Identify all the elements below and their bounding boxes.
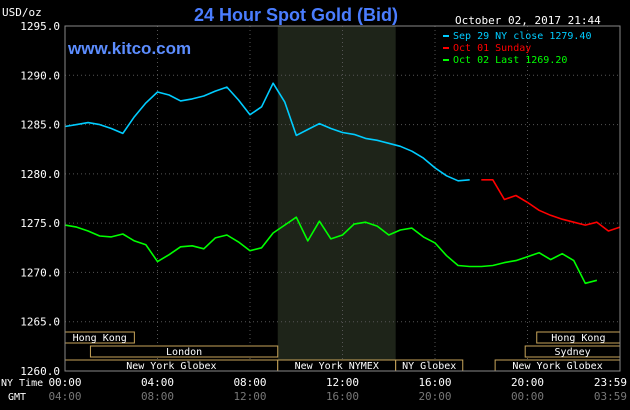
- session-label: Hong Kong: [73, 333, 127, 344]
- x-tick-label-gmt: 04:00: [48, 390, 81, 403]
- x-tick-label-gmt: 20:00: [418, 390, 451, 403]
- session-label: London: [166, 347, 202, 358]
- x-tick-label-gmt: 12:00: [233, 390, 266, 403]
- trading-sessions: Hong Kong London New York Globex New York N…: [64, 331, 621, 372]
- x-tick-label-gmt: 16:00: [326, 390, 359, 403]
- grid: [65, 26, 620, 371]
- session-box: [89, 345, 279, 358]
- y-tick-label: 1295.0: [20, 20, 60, 33]
- session-label: NY Globex: [402, 361, 456, 372]
- nymex-session-shade: [277, 26, 396, 371]
- x-tick-label-gmt: 03:59: [594, 390, 627, 403]
- x-tick-label-ny: 12:00: [326, 376, 359, 389]
- x-tick-label-ny: 04:00: [141, 376, 174, 389]
- site-watermark[interactable]: www.kitco.com: [67, 39, 191, 58]
- x-tick-label-ny: 23:59: [594, 376, 627, 389]
- x-tick-label-ny: 08:00: [233, 376, 266, 389]
- chart-title: 24 Hour Spot Gold (Bid): [194, 5, 398, 25]
- legend-swatch: [443, 35, 449, 37]
- x-tick-label-ny: 16:00: [418, 376, 451, 389]
- plot-frame: [64, 25, 621, 372]
- y-tick-label: 1290.0: [20, 69, 60, 82]
- y-tick-label: 1265.0: [20, 316, 60, 329]
- y-axis: 1295.0 1290.0 1285.0 1280.0 1275.0 1270.0 1265…: [20, 20, 60, 378]
- ny-time-label: NY Time: [1, 378, 43, 389]
- y-tick-label: 1270.0: [20, 266, 60, 279]
- legend-label: Oct 02 Last 1269.20: [453, 55, 567, 66]
- x-tick-label-gmt: 08:00: [141, 390, 174, 403]
- session-label: New York NYMEX: [295, 361, 379, 372]
- series-line-2: [481, 179, 621, 232]
- x-tick-label-gmt: 00:00: [511, 390, 544, 403]
- legend-swatch: [443, 59, 449, 61]
- x-tick-label-ny: 00:00: [48, 376, 81, 389]
- y-tick-label: 1280.0: [20, 168, 60, 181]
- unit-label: USD/oz: [2, 6, 42, 19]
- session-label: Hong Kong: [551, 333, 605, 344]
- y-tick-label: 1275.0: [20, 217, 60, 230]
- legend-swatch: [443, 47, 449, 49]
- legend-label: Sep 29 NY close 1279.40: [453, 31, 591, 42]
- x-tick-label-ny: 20:00: [511, 376, 544, 389]
- session-label: Sydney: [555, 347, 591, 358]
- session-label: New York Globex: [126, 361, 216, 372]
- y-tick-label: 1260.0: [20, 365, 60, 378]
- series-line-1: [64, 82, 470, 182]
- series-line-3: [64, 216, 598, 285]
- y-tick-label: 1285.0: [20, 119, 60, 132]
- timestamp: October 02, 2017 21:44: [455, 14, 601, 27]
- session-label: New York Globex: [512, 361, 602, 372]
- gmt-label: GMT: [8, 392, 26, 403]
- legend-label: Oct 01 Sunday: [453, 43, 531, 54]
- series-layer: [64, 82, 621, 285]
- x-axis: 00:0004:0004:0008:0008:0012:0012:0016:00…: [48, 376, 627, 403]
